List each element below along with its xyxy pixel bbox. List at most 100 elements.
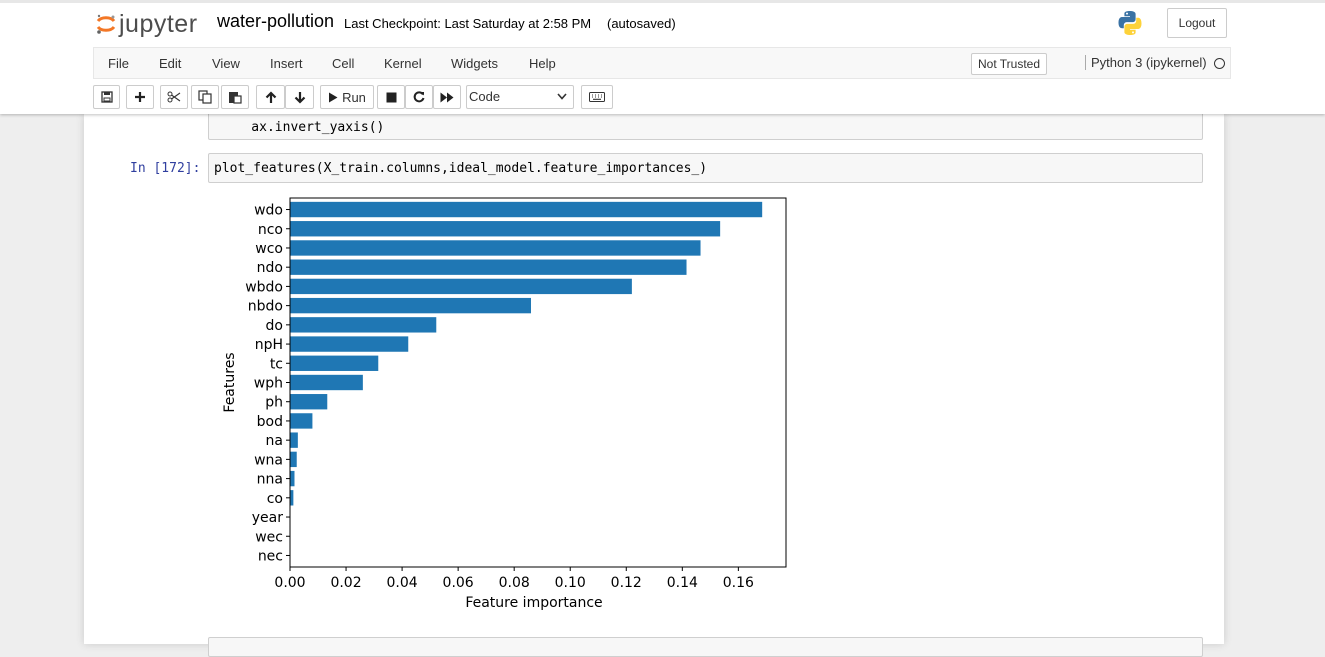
menu-kernel[interactable]: Kernel [384,56,422,71]
restart-run-all-button[interactable] [433,85,461,109]
bar [290,221,721,237]
bar [290,374,363,391]
save-icon [100,91,113,103]
save-button[interactable] [93,85,120,109]
notebook-name[interactable]: water-pollution [217,11,335,31]
restart-icon [413,91,425,103]
y-tick-label: nbdo [248,299,283,315]
y-tick-label: wdo [254,203,283,219]
bar [290,490,294,506]
code-line: plot_features(X_train.columns,ideal_mode… [214,161,708,176]
input-prompt: In [172]: [130,161,201,176]
keyboard-icon [589,92,605,102]
menu-widgets[interactable]: Widgets [451,56,498,71]
menu-file[interactable]: File [108,56,129,71]
arrow-up-icon [265,90,276,103]
menu-help[interactable]: Help [529,56,556,71]
y-tick-label: wec [255,529,283,545]
arrow-down-icon [294,91,305,104]
cell-type-select[interactable]: Code [466,85,574,109]
notebook-container: ax.invert_yaxis() In [172]: plot_feature… [84,104,1224,657]
copy-button[interactable] [191,85,219,109]
plus-icon [135,92,145,102]
menu-edit[interactable]: Edit [159,56,182,71]
bar [290,336,409,352]
y-tick-label: do [266,318,283,334]
command-palette-button[interactable] [581,85,613,109]
stop-icon [386,92,396,102]
y-tick-label: nco [258,222,283,238]
python-logo-icon [1118,11,1142,35]
header-top-border [0,0,1325,3]
x-tick-label: 0.12 [611,575,642,591]
y-axis-label: Features [222,352,238,412]
bar [290,297,531,314]
y-tick-label: wco [255,241,283,257]
next-code-cell-input[interactable] [208,637,1203,657]
bar [290,240,701,256]
run-button[interactable]: Run [320,85,374,109]
bar [290,394,328,410]
x-tick-label: 0.14 [667,575,698,591]
y-tick-label: npH [255,337,283,353]
y-tick-label: wph [254,376,283,392]
notebook-header: jupyter water-pollution Last Checkpoint:… [0,0,1325,114]
bar [290,278,632,295]
y-tick-label: wna [254,452,283,468]
x-tick-label: 0.04 [387,575,418,591]
y-tick-label: na [266,433,283,449]
checkpoint-status: Last Checkpoint: Last Saturday at 2:58 P… [344,16,592,31]
trust-status-button[interactable]: Not Trusted [971,53,1048,75]
x-tick-label: 0.02 [330,575,361,591]
bar [290,451,297,468]
interrupt-button[interactable] [377,85,405,109]
x-axis-label: Feature importance [465,595,602,611]
cut-button[interactable] [160,85,188,109]
move-up-button[interactable] [256,85,285,109]
chevron-down-icon [557,93,567,100]
bar [290,317,437,333]
logo-text: jupyter [119,9,198,38]
insert-cell-button[interactable] [126,85,154,109]
y-tick-label: year [252,510,283,526]
bar [290,432,298,448]
cell-type-value: Code [469,89,501,104]
paste-button[interactable] [221,85,249,109]
x-tick-label: 0.10 [555,575,586,591]
y-tick-label: nec [258,548,283,564]
x-tick-label: 0.06 [443,575,474,591]
jupyter-logo[interactable]: jupyter [95,9,198,39]
kernel-name[interactable]: Python 3 (ipykernel) [1085,55,1207,70]
move-down-button[interactable] [285,85,314,109]
menubar: File Edit View Insert Cell Kernel Widget… [93,47,1231,79]
bar [290,259,687,275]
x-tick-label: 0.08 [499,575,530,591]
x-tick-label: 0.00 [274,575,305,591]
bar [290,413,313,429]
x-tick-label: 0.16 [723,575,754,591]
copy-icon [198,90,212,104]
fast-forward-icon [440,92,454,102]
kernel-idle-circle-icon [1214,58,1225,69]
menu-insert[interactable]: Insert [270,56,303,71]
y-tick-label: tc [270,356,283,372]
menu-view[interactable]: View [212,56,240,71]
cut-icon [167,91,181,103]
play-icon [329,92,338,102]
menu-cell[interactable]: Cell [332,56,355,71]
logout-button[interactable]: Logout [1167,8,1227,38]
code-cell-input[interactable]: plot_features(X_train.columns,ideal_mode… [208,153,1203,183]
paste-icon [229,92,242,104]
y-tick-label: ndo [257,260,283,276]
autosave-status: (autosaved) [607,16,676,31]
y-tick-label: nna [257,472,283,488]
code-line: ax.invert_yaxis() [220,120,385,135]
feature-importance-chart: wdo nco wco ndo wbdo nbdo do npH tc wph ph bod na wna… [222,197,787,611]
bar [290,470,295,487]
jupyter-logo-icon [96,14,116,34]
y-tick-label: bod [257,414,283,430]
restart-button[interactable] [405,85,433,109]
run-label: Run [342,89,366,105]
y-tick-label: ph [265,395,283,411]
y-tick-label: co [267,491,283,507]
